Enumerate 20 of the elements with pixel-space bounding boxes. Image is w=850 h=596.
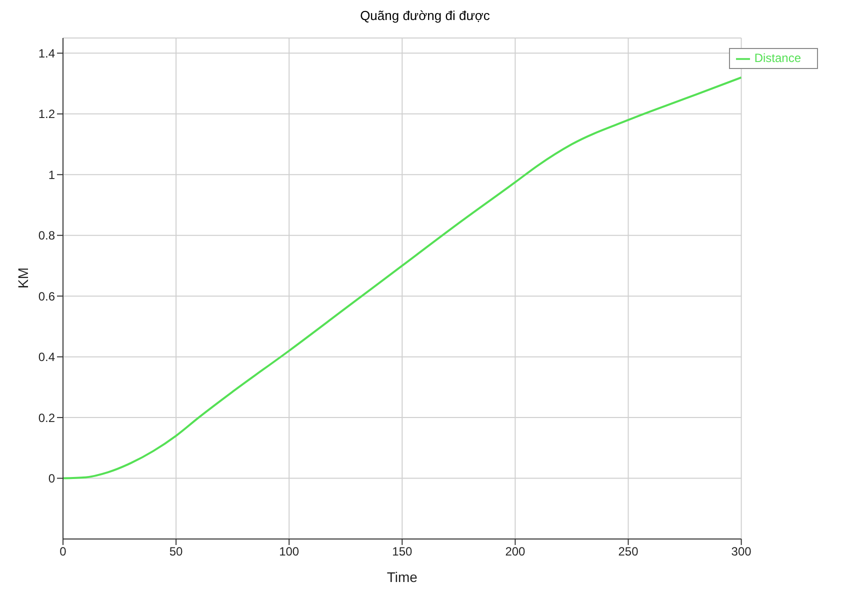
x-tick-label: 200 bbox=[505, 544, 526, 559]
x-tick-label: 300 bbox=[731, 544, 752, 559]
chart-title: Quãng đường đi được bbox=[359, 8, 491, 24]
y-tick-label: 0.4 bbox=[38, 350, 56, 364]
x-axis-title: Time bbox=[386, 569, 418, 585]
x-tick-label: 0 bbox=[60, 544, 67, 559]
y-tick-label: 0.6 bbox=[38, 289, 56, 304]
x-tick-label: 250 bbox=[618, 544, 639, 559]
y-tick-label: 0.2 bbox=[38, 410, 56, 425]
y-tick-label: 0.8 bbox=[38, 228, 56, 243]
y-tick-label: 1.2 bbox=[38, 107, 56, 122]
y-tick-label: 0 bbox=[48, 472, 56, 486]
line-series bbox=[63, 76, 742, 480]
x-tick-label: 150 bbox=[392, 544, 412, 559]
legend-label: Distance bbox=[754, 51, 801, 65]
y-axis-title: KM bbox=[14, 268, 31, 288]
x-tick-label: 100 bbox=[279, 544, 300, 559]
y-tick-label: 1.4 bbox=[38, 46, 56, 60]
y-tick-label: 1 bbox=[48, 168, 56, 182]
x-tick-label: 50 bbox=[169, 544, 184, 559]
